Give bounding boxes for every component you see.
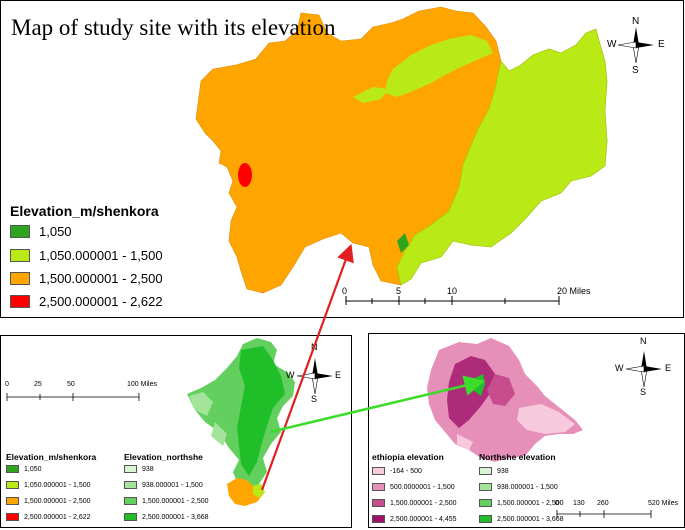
study-site-map [195,6,654,305]
ethiopia-map-panel: 0 130 260 520 Miles N S E W ethiopia ele… [368,333,685,528]
legend-northshe-title: Northshe elevation [479,452,556,462]
compass-west-label: W [615,363,624,373]
compass-east-label: E [665,363,672,373]
legend-item: 2,500.000001 - 3,668 [124,513,209,521]
compass-north-label: N [632,16,640,27]
legend-swatch [372,483,385,491]
legend-swatch [372,467,385,475]
compass-south-label: S [311,394,318,404]
compass-east-label: E [335,370,342,380]
legend-swatch [10,225,30,238]
scale-tick-5: 5 [396,286,402,296]
scale-tick-260: 260 [597,500,609,507]
legend-swatch [6,481,19,489]
scale-tick-50: 50 [67,381,75,388]
legend-swatch [10,272,30,285]
elevation-zone-1050-1500 [396,28,608,286]
elevation-zone-2500-2622 [238,163,252,187]
legend-swatch [372,499,385,507]
scale-tick-20: 20 Miles [557,286,591,296]
main-map-panel: Map of study site with its elevation 0 5… [0,0,684,318]
legend-item: 2,500.000001 - 2,622 [10,294,163,309]
compass-south-label: S [632,65,639,76]
legend-swatch [6,497,19,505]
legend-item: 2,500.000001 - 4,455 [372,515,457,523]
legend-shenkora-title: Elevation_m/shenkora [6,452,97,462]
legend-item: 938.000001 - 1,500 [479,483,558,491]
legend-item: 1,500.000001 - 2,500 [124,497,209,505]
legend-item: 500.0000001 - 1,500 [372,483,455,491]
scale-bar [556,510,652,518]
north-arrow-icon [296,358,333,395]
legend-swatch [479,467,492,475]
scale-tick-130: 130 [573,500,585,507]
scale-tick-25: 25 [34,381,42,388]
legend-swatch [124,513,137,521]
legend-item: 1,500.000001 - 2,500 [10,271,163,286]
legend-item: 1,500.000001 - 2,500 [479,499,564,507]
legend-swatch [124,481,137,489]
legend-item: 1,500.000001 - 2,500 [6,497,91,505]
compass-west-label: W [607,39,617,50]
scale-bar [6,393,140,401]
legend-item: 938 [479,467,509,475]
compass-north-label: N [311,342,318,352]
legend-item: 1,500.000001 - 2,500 [372,499,457,507]
legend-swatch [479,483,492,491]
legend-item: 1,050 [10,224,72,239]
north-shewa-map-panel: 0 25 50 100 Miles N S E W Elevation_m/sh… [0,335,352,528]
legend-swatch [6,465,19,473]
north-arrow-icon [617,27,654,64]
compass-south-label: S [640,387,647,397]
legend-item: -164 - 500 [372,467,422,475]
elevation-zone-1050 [397,233,409,253]
legend-swatch [479,499,492,507]
scale-bar [345,296,560,305]
legend-swatch [372,515,385,523]
legend-swatch [6,513,19,521]
legend-swatch [479,515,492,523]
map-title: Map of study site with its elevation [11,15,336,40]
legend-item: 2,500.000001 - 3,668 [479,515,564,523]
scale-tick-520: 520 Miles [648,500,678,507]
compass-north-label: N [640,336,647,346]
legend-item: 938.000001 - 1,500 [124,481,203,489]
legend-swatch [10,295,30,308]
legend-swatch [10,249,30,262]
legend-item: 1,050.000001 - 1,500 [10,248,163,263]
scale-tick-0: 0 [5,381,9,388]
scale-tick-0: 0 [342,286,348,296]
compass-east-label: E [658,39,665,50]
scale-tick-100: 100 Miles [127,381,157,388]
shenkora-small [227,478,265,506]
legend-northshe-title: Elevation_northshe [124,452,203,462]
scale-tick-0: 0 [555,500,559,507]
compass-west-label: W [286,370,295,380]
legend-item: 1,050 [6,465,42,473]
legend-swatch [124,465,137,473]
legend-swatch [124,497,137,505]
scale-tick-10: 10 [447,286,458,296]
legend-item: 1,050.000001 - 1,500 [6,481,91,489]
legend-ethiopia-title: ethiopia elevation [372,452,444,462]
legend-title: Elevation_m/shenkora [10,203,159,219]
elevation-zone-1050-1500-strip [385,35,493,97]
north-arrow-icon [625,351,662,388]
legend-item: 938 [124,465,154,473]
legend-item: 2,500.000001 - 2,622 [6,513,91,521]
